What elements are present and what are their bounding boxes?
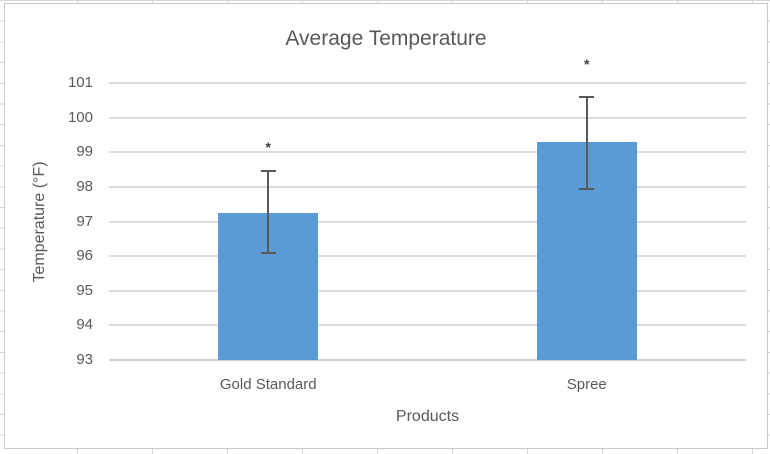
error-bar-cap-low-spree [579,187,595,190]
y-tick-label-97: 97 [76,212,93,230]
y-axis-title: Temperature (°F) [31,161,48,283]
y-tick-label-96: 96 [76,247,93,265]
error-bar-spree [585,96,588,189]
y-tick-label-99: 99 [76,143,93,161]
y-tick-label-94: 94 [76,316,93,334]
chart-title: Average Temperature [285,27,487,50]
y-tick-label-100: 100 [67,108,93,126]
y-tick-label-101: 101 [67,74,93,91]
error-bar-cap-high-gold-standard [260,170,276,173]
plot-area: * * [109,57,746,361]
error-bar-cap-low-gold-standard [260,251,276,254]
x-label-spree: Spree [566,376,607,393]
error-bar-gold-standard [267,171,270,253]
gridline-97 [109,220,746,223]
gridline-99 [109,151,746,154]
y-tick-label-98: 98 [76,177,93,195]
gridline-94 [109,324,746,327]
significance-asterisk-gold-standard: * [265,139,271,156]
error-bar-cap-high-spree [579,95,595,98]
gridline-96 [109,255,746,258]
significance-asterisk-spree: * [584,55,590,72]
gridline-98 [109,185,746,188]
y-tick-label-93: 93 [76,351,93,368]
gridline-100 [109,116,746,119]
y-tick-label-95: 95 [76,281,93,299]
x-axis-title: Products [395,408,460,425]
x-label-gold-standard: Gold Standard [219,376,317,393]
gridline-101 [109,82,746,84]
chart-object[interactable]: Average Temperature Temperature (°F) * * … [4,3,768,449]
x-axis-line [109,359,746,361]
gridline-95 [109,289,746,292]
